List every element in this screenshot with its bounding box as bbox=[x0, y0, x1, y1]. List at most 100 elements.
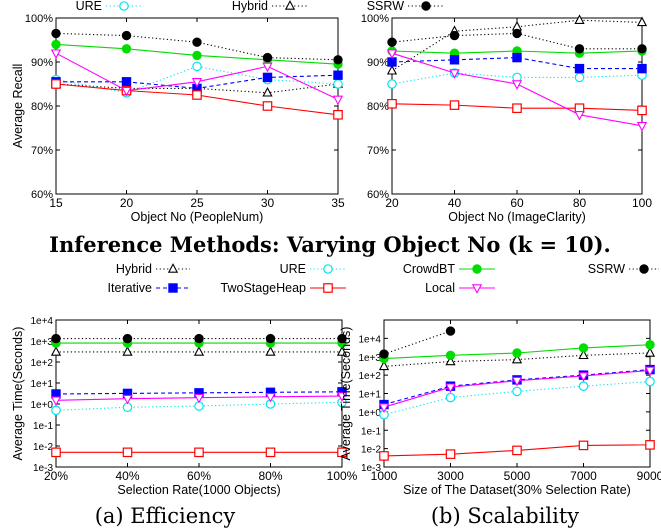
bottom-left-ytick-label: 1e+3 bbox=[30, 337, 53, 348]
top-right-point-ssrw bbox=[387, 37, 397, 47]
top-right-point-iterative bbox=[512, 52, 522, 63]
top-right-point-ssrw bbox=[637, 44, 647, 54]
top-right-point-local bbox=[449, 69, 460, 79]
bottom-left-ytick-label: 1e+1 bbox=[30, 379, 53, 390]
legend-label-crowdbt: CrowdBT bbox=[403, 262, 455, 276]
chart-efficiency: 1e-3 1e-2 1e-1 1e+0 1e+1 1e+2 1e+3 1e+4 20% 40% 60… bbox=[11, 316, 358, 497]
top-left-point-ssrw bbox=[262, 52, 273, 63]
legend-marker-local bbox=[471, 284, 483, 294]
top-right-point-hybrid bbox=[636, 16, 648, 27]
top-right-xtick-label: 80 bbox=[573, 196, 587, 210]
top-right-point-hybrid bbox=[574, 14, 585, 24]
top-left-point-twostageheap bbox=[262, 101, 273, 111]
top-left-ytick-label: 90% bbox=[31, 57, 53, 69]
bottom-right-point-local bbox=[578, 372, 589, 382]
bottom-right-ytick-label: 1e-3 bbox=[361, 463, 381, 474]
top-left-ytick-label: 80% bbox=[31, 101, 53, 113]
top-right-point-ssrw bbox=[449, 30, 460, 41]
inference-caption: Inference Methods: Varying Object No (k … bbox=[49, 232, 611, 257]
bottom-right-point-hybrid bbox=[511, 353, 523, 364]
top-right-point-ssrw bbox=[574, 44, 585, 54]
top-left-point-crowdbt bbox=[192, 50, 202, 61]
top-left-point-twostageheap bbox=[333, 109, 343, 120]
bottom-right-point-crowdbt bbox=[512, 348, 522, 358]
bottom-right-xtick-label: 5000 bbox=[504, 469, 531, 483]
bottom-left-ytick-label: 1e+2 bbox=[30, 358, 53, 369]
top-right-point-twostageheap bbox=[449, 100, 460, 110]
bottom-left-x-axis-label: Selection Rate(1000 Objects) bbox=[117, 483, 280, 497]
bottom-right-ytick-label: 1e-1 bbox=[361, 426, 381, 437]
bottom-right-point-twostageheap bbox=[645, 440, 655, 450]
bottom-right-point-hybrid bbox=[378, 360, 390, 371]
top-right-point-twostageheap bbox=[387, 98, 397, 109]
top-left-point-crowdbt bbox=[121, 44, 132, 54]
bottom-left-point-ssrw bbox=[265, 333, 276, 344]
bottom-right-ytick-label: 1e+0 bbox=[358, 408, 381, 419]
legend-label-twostageheap: TwoStageHeap bbox=[221, 281, 307, 295]
bottom-right-point-local bbox=[378, 403, 390, 414]
bottom-right-point-twostageheap bbox=[512, 445, 522, 456]
bottom-right-xtick-label: 1000 bbox=[371, 469, 398, 483]
shared-legend: Hybrid URE CrowdBT SSRW Iterative TwoStageHea… bbox=[108, 262, 659, 295]
top-left-xtick-label: 20 bbox=[120, 196, 134, 210]
bottom-left-point-hybrid bbox=[122, 346, 133, 356]
top-right-point-twostageheap bbox=[637, 105, 647, 116]
bottom-left-xtick-label: 80% bbox=[258, 469, 282, 483]
bottom-left-point-twostageheap bbox=[265, 447, 276, 458]
top-right-point-local bbox=[511, 80, 523, 90]
legend-marker-ssrw bbox=[639, 264, 649, 274]
top-left-point-iterative bbox=[333, 70, 343, 80]
top-right-legend-marker-ssrw bbox=[421, 1, 431, 11]
top-right-point-twostageheap bbox=[512, 103, 522, 113]
bottom-left-point-hybrid bbox=[265, 346, 276, 356]
bottom-left-point-twostageheap bbox=[337, 447, 347, 458]
bottom-right-point-twostageheap bbox=[578, 440, 589, 451]
bottom-right-point-twostageheap bbox=[445, 449, 456, 459]
bottom-left-point-ssrw bbox=[51, 333, 61, 344]
bottom-right-xtick-label: 3000 bbox=[437, 469, 464, 483]
chart-top-left: 60% 70% 80% 90% 100% 15 20 25 30 35 Object No (Peo… bbox=[11, 0, 345, 224]
top-left-point-local bbox=[262, 62, 273, 73]
bottom-right-point-local bbox=[511, 376, 523, 387]
top-left-xtick-label: 25 bbox=[190, 196, 204, 210]
top-right-point-local bbox=[636, 122, 648, 132]
top-right-xtick-label: 60 bbox=[510, 196, 524, 210]
bottom-left-ytick-label: 1e-2 bbox=[33, 442, 53, 453]
bottom-left-xtick-label: 20% bbox=[44, 469, 68, 483]
top-right-point-iterative bbox=[449, 55, 460, 65]
bottom-left-y-axis-label: Average Time(Seconds) bbox=[11, 327, 25, 461]
top-left-ytick-label: 70% bbox=[31, 145, 53, 157]
bottom-left-point-local bbox=[193, 393, 205, 404]
bottom-right-xtick-label: 7000 bbox=[570, 469, 597, 483]
top-left-point-local bbox=[121, 86, 132, 97]
top-left-legend-label-hybrid: Hybrid bbox=[232, 0, 268, 13]
legend-label-local: Local bbox=[425, 281, 455, 295]
bottom-right-point-hybrid bbox=[445, 355, 456, 366]
legend-label-iterative: Iterative bbox=[108, 281, 153, 295]
top-right-ytick-label: 80% bbox=[367, 101, 389, 113]
bottom-right-ytick-label: 1e+2 bbox=[358, 371, 381, 382]
top-left-y-axis-label: Average Recall bbox=[11, 64, 25, 149]
bottom-left-point-local bbox=[50, 396, 62, 407]
legend-marker-crowdbt bbox=[472, 264, 482, 274]
legend-label-hybrid: Hybrid bbox=[116, 262, 152, 276]
bottom-right-point-ure bbox=[578, 381, 589, 391]
top-right-point-ure bbox=[387, 79, 397, 89]
chart-scalability: 1e-3 1e-2 1e-1 1e+0 1e+1 1e+2 1e+3 1e+4 1000 3000… bbox=[339, 319, 661, 497]
top-right-legend-label-ssrw: SSRW bbox=[367, 0, 404, 13]
top-left-legend-label-ure: URE bbox=[76, 0, 102, 13]
bottom-right-point-ure bbox=[645, 376, 655, 387]
bottom-right-point-ure bbox=[445, 392, 456, 403]
bottom-right-point-local bbox=[644, 366, 656, 377]
top-left-point-twostageheap bbox=[51, 79, 61, 89]
bottom-right-ytick-label: 1e+1 bbox=[358, 390, 381, 401]
bottom-left-point-ure bbox=[51, 405, 61, 416]
top-right-ytick-label: 70% bbox=[367, 145, 389, 157]
bottom-left-point-hybrid bbox=[50, 346, 62, 356]
chart-top-right: 60% 70% 80% 90% 100% 20 40 60 80 100 Object No (Im… bbox=[361, 0, 652, 224]
top-right-xtick-label: 40 bbox=[448, 196, 462, 210]
top-left-point-ssrw bbox=[192, 37, 202, 47]
top-right-ytick-label: 100% bbox=[361, 13, 389, 25]
bottom-left-point-twostageheap bbox=[194, 447, 204, 458]
